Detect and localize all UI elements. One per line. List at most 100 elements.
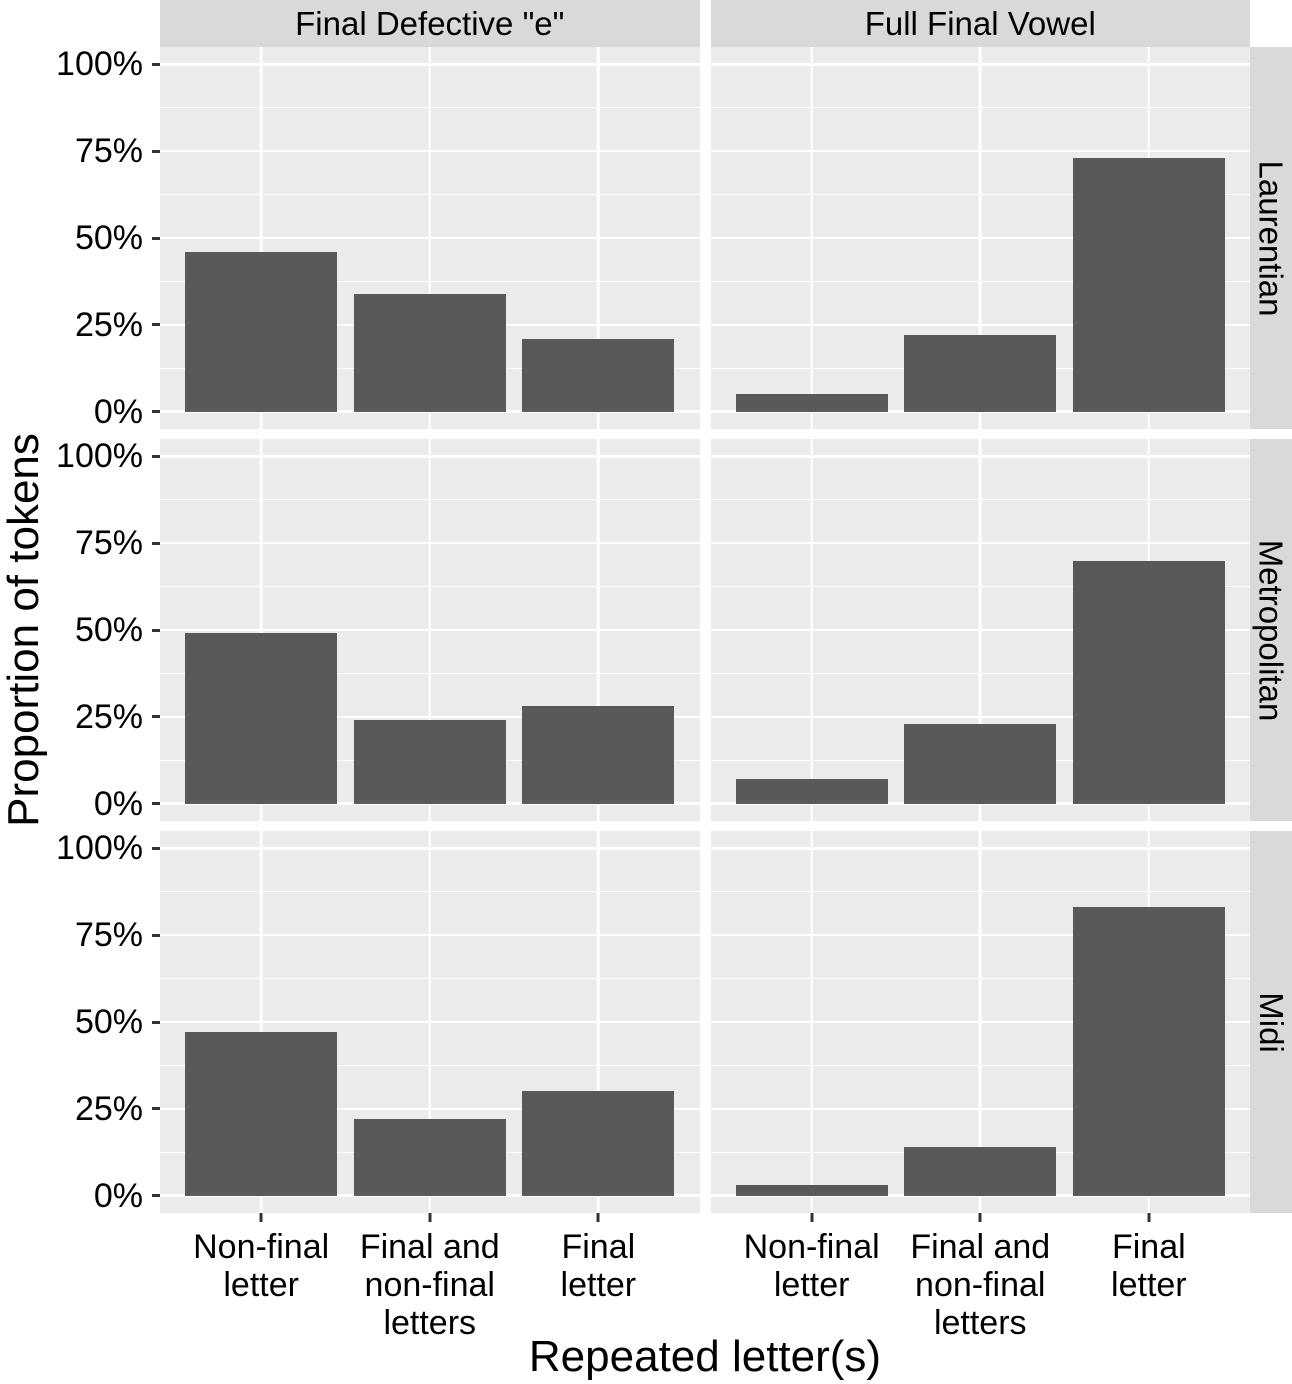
bar-non-final-letter (735, 394, 888, 412)
x-axis-full-final-vowel: Non-final letter Final and non-final letters… (711, 1213, 1251, 1342)
facet-strip-label: Final Defective "e" (295, 5, 565, 42)
y-tick-label: 100% (56, 437, 143, 476)
y-tick-mark (152, 149, 160, 153)
y-tick-label: 50% (74, 1003, 143, 1041)
facet-strip-metropolitan: Metropolitan (1250, 439, 1292, 821)
y-axis-title-area: Proportion of tokens (0, 47, 48, 1213)
y-tick-mark (152, 62, 160, 66)
bar-final-and-non-final-letters (353, 1119, 506, 1196)
x-tick-label-non-final-letter: Non-final letter (193, 1228, 329, 1304)
y-tick-mark (152, 1107, 160, 1111)
y-tick-mark (152, 323, 160, 327)
bar-non-final-letter (735, 1185, 888, 1196)
x-tick-label-line: Final (561, 1228, 636, 1266)
bar-final-letter (1072, 158, 1225, 412)
category-gridline (978, 831, 982, 1213)
bar-final-letter (522, 1091, 675, 1196)
y-tick-label: 100% (56, 829, 143, 868)
y-axis-row-metropolitan: 100% 75% 50% 25% 0% (48, 439, 160, 821)
y-tick-mark (152, 846, 160, 850)
y-axis-row-midi: 100% 75% 50% 25% 0% (48, 831, 160, 1213)
category-gridline (810, 831, 813, 1213)
x-tick-label-line: Non-final (743, 1228, 880, 1266)
x-tick-mark (1147, 1213, 1151, 1222)
x-tick-label-line: Final and (359, 1228, 500, 1266)
bar-final-letter (522, 338, 675, 412)
x-tick-mark (810, 1213, 814, 1222)
y-tick-mark (152, 802, 160, 806)
bar-final-letter (1072, 907, 1225, 1196)
facet-strip-label: Midi (1252, 991, 1290, 1053)
y-tick-label: 75% (74, 132, 143, 171)
bar-final-and-non-final-letters (904, 335, 1057, 412)
y-axis-row-laurentian: 100% 75% 50% 25% 0% (48, 47, 160, 429)
y-axis-title: Proportion of tokens (0, 433, 49, 827)
y-tick-label: 25% (74, 305, 143, 344)
facet-strip-label: Full Final Vowel (864, 5, 1096, 42)
category-gridline (978, 439, 982, 821)
panel-midi-full-final-vowel (710, 831, 1250, 1213)
category-gridline (597, 47, 600, 429)
category-gridline (428, 47, 432, 429)
x-tick-label-final-and-non-final-letters: Final and non-final letters (910, 1228, 1050, 1342)
y-tick-mark (152, 410, 160, 414)
bar-non-final-letter (185, 633, 338, 804)
y-tick-label: 100% (56, 45, 143, 84)
y-tick-mark (152, 1194, 160, 1198)
category-gridline (597, 831, 600, 1213)
x-axis-title-area: Repeated letter(s) (160, 1330, 1250, 1384)
x-tick-mark (978, 1213, 982, 1222)
x-tick-label-non-final-letter: Non-final letter (744, 1228, 880, 1304)
y-tick-mark (152, 933, 160, 937)
x-tick-mark (428, 1213, 432, 1222)
y-tick-label: 50% (74, 611, 143, 649)
bar-final-and-non-final-letters (904, 1147, 1057, 1196)
bar-non-final-letter (185, 1032, 338, 1196)
category-gridline (978, 47, 982, 429)
y-tick-label: 25% (74, 697, 143, 736)
facet-strip-full-final-vowel: Full Final Vowel (710, 0, 1250, 47)
x-tick-label-final-letter: Final letter (561, 1228, 637, 1304)
panel-metropolitan-full-final-vowel (710, 439, 1250, 821)
y-tick-mark (152, 715, 160, 719)
y-tick-mark (152, 454, 160, 458)
bar-non-final-letter (185, 251, 338, 412)
y-tick-label: 50% (74, 219, 143, 257)
bar-final-and-non-final-letters (353, 293, 506, 412)
panel-laurentian-final-defective-e (160, 47, 700, 429)
x-tick-label-line: letters (933, 1304, 1027, 1342)
y-tick-mark (152, 628, 160, 632)
x-tick-label-line: letter (773, 1266, 850, 1304)
category-gridline (259, 439, 263, 821)
x-tick-mark (259, 1213, 263, 1222)
y-tick-mark (152, 236, 160, 240)
panel-midi-final-defective-e (160, 831, 700, 1213)
facet-strip-midi: Midi (1250, 831, 1292, 1213)
facet-strip-final-defective-e: Final Defective "e" (160, 0, 700, 47)
category-gridline (428, 831, 432, 1213)
y-tick-label: 0% (93, 1176, 143, 1215)
x-tick-label-line: non-final (915, 1266, 1046, 1304)
bar-final-and-non-final-letters (904, 723, 1057, 804)
x-tick-label-line: Non-final (193, 1228, 330, 1266)
bar-final-and-non-final-letters (353, 720, 506, 804)
y-tick-label: 25% (74, 1089, 143, 1128)
y-tick-label: 0% (93, 784, 143, 823)
x-tick-mark (596, 1213, 600, 1222)
y-tick-label: 0% (93, 392, 143, 431)
y-tick-mark (152, 1020, 160, 1024)
x-tick-label-line: Final and (910, 1228, 1051, 1266)
x-tick-label-final-letter: Final letter (1111, 1228, 1187, 1304)
panel-metropolitan-final-defective-e (160, 439, 700, 821)
category-gridline (810, 47, 813, 429)
x-tick-label-line: letter (1111, 1266, 1187, 1304)
y-tick-mark (152, 541, 160, 545)
category-gridline (597, 439, 600, 821)
facet-strip-label: Laurentian (1252, 160, 1290, 316)
x-tick-label-line: letters (383, 1304, 477, 1342)
panel-laurentian-full-final-vowel (710, 47, 1250, 429)
bar-non-final-letter (735, 779, 888, 804)
x-tick-label-line: non-final (364, 1266, 495, 1304)
x-axis-title: Repeated letter(s) (528, 1332, 882, 1381)
